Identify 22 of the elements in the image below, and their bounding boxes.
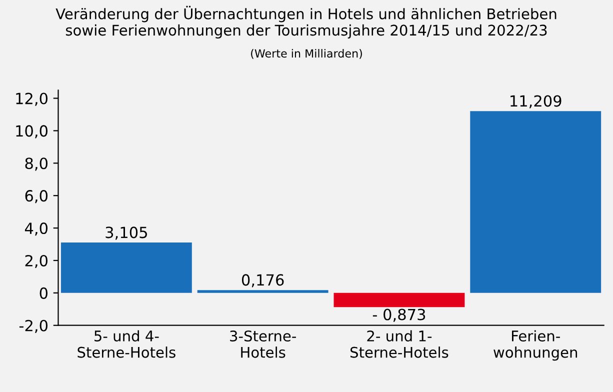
y-tick-label: -2,0	[19, 320, 48, 333]
x-tick-label: 2- und 1- Sterne-Hotels	[350, 330, 448, 358]
chart-subtitle: (Werte in Milliarden)	[251, 49, 362, 59]
y-tick-label: 6,0	[25, 190, 48, 204]
x-tick-label: 3-Sterne- Hotels	[230, 330, 296, 358]
bar	[60, 242, 192, 293]
y-tick-label: 0	[40, 287, 48, 299]
x-tick-label: 5- und 4- Sterne-Hotels	[78, 330, 176, 358]
chart-title: Veränderung der Übernachtungen in Hotels und ähnlichen Betrieben sowie Ferienwohnungen der Tourismusjahre 2014/15 und 2022/23	[56, 6, 556, 39]
data-label: 3,105	[106, 226, 147, 240]
y-tick-label: 12,0	[16, 92, 48, 106]
bar	[470, 111, 602, 293]
bar	[334, 292, 465, 308]
data-label: - 0,873	[372, 308, 426, 322]
y-tick-label: 2,0	[25, 254, 48, 268]
bar	[197, 290, 328, 293]
y-tick-label: 10,0	[16, 125, 48, 138]
x-tick-label: Ferien- wohnungen	[494, 330, 578, 361]
y-tick-label: 8,0	[25, 158, 48, 171]
y-tick-label: 4,0	[24, 222, 48, 236]
data-label: 0,176	[242, 274, 284, 288]
data-label: 11,209	[510, 95, 562, 108]
